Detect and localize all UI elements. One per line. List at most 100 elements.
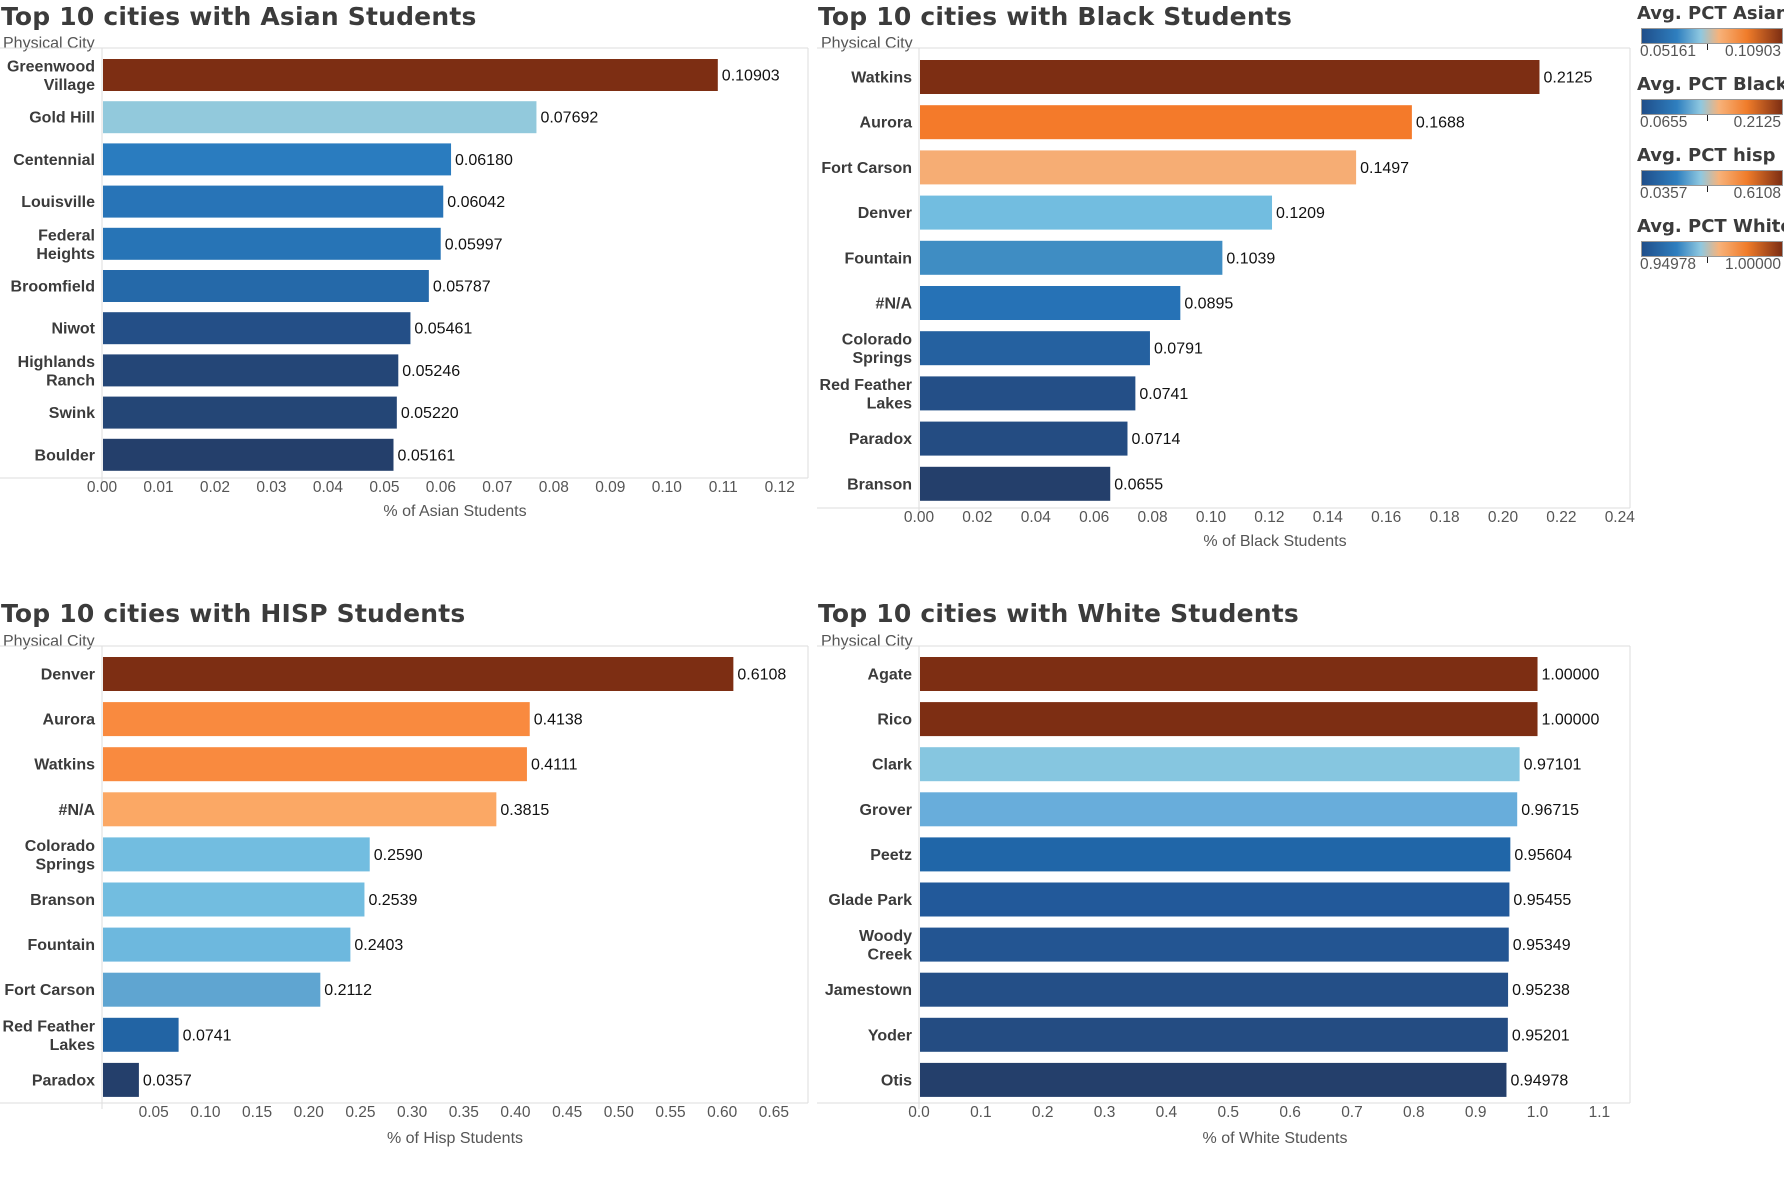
data-label: 0.2539: [368, 892, 417, 909]
x-tick-label: 1.1: [1589, 1104, 1611, 1121]
bar: [103, 270, 429, 302]
x-axis-title: % of Black Students: [1203, 533, 1347, 550]
legend-max-value: 0.2125: [1733, 114, 1781, 131]
x-tick-label: 0.6: [1279, 1104, 1301, 1121]
x-tick-label: 0.2: [1032, 1104, 1054, 1121]
category-label: Glade Park: [828, 892, 912, 909]
category-label: Peetz: [870, 847, 912, 864]
x-tick-label: 0.35: [449, 1104, 479, 1121]
category-label: Fountain: [27, 937, 95, 954]
data-label: 0.0791: [1154, 341, 1203, 358]
category-label: Federal: [38, 227, 95, 244]
data-label: 0.2125: [1543, 70, 1592, 87]
x-tick-label: 0.8: [1403, 1104, 1425, 1121]
category-label: #N/A: [876, 296, 913, 313]
bar: [103, 657, 734, 691]
bar: [103, 1017, 179, 1052]
category-label: Grover: [860, 802, 912, 819]
x-tick-label: 0.5: [1217, 1104, 1239, 1121]
category-label: Branson: [30, 892, 95, 909]
data-label: 0.2590: [374, 847, 423, 864]
x-tick-label: 0.00: [87, 479, 118, 496]
category-label: Greenwood: [7, 59, 95, 76]
bar: [920, 882, 1510, 917]
category-label: Red Feather: [3, 1018, 95, 1035]
bar: [103, 59, 718, 91]
category-label: Rico: [877, 712, 912, 729]
data-label: 0.05461: [414, 321, 472, 338]
legend-max-value: 0.10903: [1724, 43, 1781, 60]
data-label: 0.2403: [354, 937, 403, 954]
category-label: Aurora: [860, 115, 913, 132]
x-tick-label: 0.01: [143, 479, 173, 496]
legend-title: Avg. PCT hisp: [1637, 145, 1776, 166]
bar: [103, 101, 537, 134]
bar: [103, 143, 452, 176]
legend-gradient: [1641, 99, 1783, 115]
x-tick-label: 0.16: [1371, 509, 1401, 526]
data-label: 0.1497: [1360, 160, 1409, 177]
x-tick-label: 0.08: [539, 479, 569, 496]
bar: [920, 240, 1223, 275]
data-label: 0.95455: [1513, 892, 1571, 909]
legend-marker: [1707, 115, 1708, 121]
legend-min-value: 0.94978: [1640, 256, 1697, 273]
category-label: Fort Carson: [821, 160, 912, 177]
x-tick-label: 0.09: [595, 479, 625, 496]
data-label: 0.05161: [397, 447, 455, 464]
chart-1: 0.2125 Watkins 0.1688 Aurora 0.1497 Fort Cars…: [817, 47, 1635, 526]
category-label: Louisville: [21, 194, 95, 211]
x-tick-label: 0.60: [707, 1104, 738, 1121]
legend-min-value: 0.05161: [1640, 43, 1697, 60]
category-label: Gold Hill: [29, 110, 95, 127]
data-label: 1.00000: [1542, 712, 1600, 729]
data-label: 0.0357: [143, 1072, 192, 1089]
category-label: Aurora: [43, 712, 96, 729]
category-label: Lakes: [50, 1037, 95, 1054]
bar: [920, 60, 1540, 94]
x-tick-label: 0.25: [345, 1104, 375, 1121]
bar: [920, 150, 1357, 185]
category-label: Heights: [36, 246, 95, 263]
x-tick-label: 0.1: [970, 1104, 992, 1121]
data-label: 0.95238: [1512, 982, 1570, 999]
category-label: Springs: [35, 856, 95, 873]
bar: [920, 927, 1509, 962]
legend-marker: [1707, 44, 1708, 50]
data-label: 0.96715: [1521, 802, 1579, 819]
x-tick-label: 0.10: [1196, 509, 1227, 526]
bar: [920, 376, 1136, 411]
category-label: Niwot: [51, 321, 95, 338]
legend-max-value: 1.00000: [1724, 256, 1781, 273]
category-label: Paradox: [32, 1072, 95, 1089]
x-axis-title: % of White Students: [1202, 1130, 1348, 1147]
x-tick-label: 0.3: [1094, 1104, 1116, 1121]
x-tick-label: 0.06: [1079, 509, 1109, 526]
bar: [103, 972, 321, 1007]
category-label: Village: [44, 77, 95, 94]
bar: [103, 747, 527, 782]
x-tick-label: 0.50: [604, 1104, 635, 1121]
category-label: Paradox: [849, 431, 912, 448]
bar: [103, 438, 394, 471]
data-label: 1.00000: [1542, 667, 1600, 684]
x-tick-label: 0.12: [1254, 509, 1284, 526]
bar: [103, 227, 441, 260]
data-label: 0.1688: [1416, 115, 1465, 132]
bar: [920, 195, 1273, 230]
category-label: Highlands: [18, 354, 95, 371]
x-tick-label: 0.4: [1156, 1104, 1178, 1121]
legend-min-value: 0.0655: [1640, 114, 1688, 131]
legend-gradient: [1641, 241, 1783, 257]
x-tick-label: 0.04: [1021, 509, 1052, 526]
category-label: Colorado: [842, 332, 912, 349]
category-label: Fountain: [844, 250, 912, 267]
bar: [920, 1017, 1508, 1052]
bar: [920, 837, 1511, 872]
data-label: 0.05220: [401, 405, 459, 422]
category-label: Creek: [868, 947, 913, 964]
category-label: Woody: [859, 928, 912, 945]
legend-marker: [1707, 257, 1708, 263]
data-label: 0.95349: [1513, 937, 1571, 954]
